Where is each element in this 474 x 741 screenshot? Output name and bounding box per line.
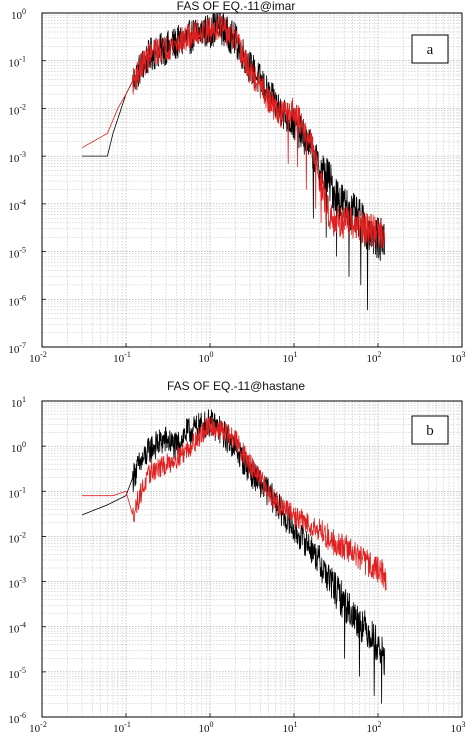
y-tick-label: 10-5 xyxy=(8,246,26,261)
chart-title-b: FAS OF EQ.-11@hastane xyxy=(167,379,305,393)
chart-panel-b: FAS OF EQ.-11@hastane 10-2 10-1 100 101 102 1… xyxy=(8,379,465,735)
x-tick-exponent: -1 xyxy=(124,350,131,359)
y-tick-label: 10-5 xyxy=(8,666,26,681)
panel-tag-b: b xyxy=(426,423,434,439)
y-tick-exponent: -4 xyxy=(19,621,26,630)
y-tick-label: 10-3 xyxy=(8,150,26,165)
series-layer-a xyxy=(81,12,386,311)
y-tick-exponent: -5 xyxy=(19,666,26,675)
series-layer-b xyxy=(81,409,387,704)
x-tick-label: 102 xyxy=(367,350,382,365)
x-tick-exponent: 1 xyxy=(294,720,298,729)
x-tick-label: 10-2 xyxy=(29,720,47,735)
plot-frame-a xyxy=(41,12,463,348)
x-tick-label: 10-1 xyxy=(113,350,131,365)
y-tick-label: 10-7 xyxy=(8,341,26,356)
y-tick-label: 10-3 xyxy=(8,576,26,591)
y-tick-label: 10-6 xyxy=(8,711,26,726)
y-tick-label: 10-4 xyxy=(8,198,26,213)
y-tick-exponent: 0 xyxy=(22,7,26,16)
grid-a xyxy=(41,13,462,348)
x-tick-label: 101 xyxy=(283,350,298,365)
y-tick-exponent: -6 xyxy=(19,711,26,720)
y-tick-label: 101 xyxy=(11,395,26,410)
x-tick-label: 10-2 xyxy=(29,350,47,365)
x-tick-exponent: 3 xyxy=(462,350,466,359)
x-tick-exponent: 3 xyxy=(462,720,466,729)
y-tick-exponent: -1 xyxy=(19,55,26,64)
y-tick-exponent: 1 xyxy=(22,395,26,404)
x-tick-exponent: 2 xyxy=(378,720,382,729)
y-tick-exponent: -3 xyxy=(19,576,26,585)
panel-tag-a: a xyxy=(427,42,434,58)
x-tick-label: 100 xyxy=(199,350,214,365)
x-tick-label: 103 xyxy=(451,350,466,365)
y-tick-label: 100 xyxy=(11,7,26,22)
y-tick-label: 10-2 xyxy=(8,530,26,545)
x-tick-label: 101 xyxy=(283,720,298,735)
y-tick-label: 10-6 xyxy=(8,293,26,308)
y-tick-exponent: -2 xyxy=(19,102,26,111)
y-tick-exponent: -3 xyxy=(19,150,26,159)
x-tick-label: 102 xyxy=(367,720,382,735)
x-tick-exponent: -1 xyxy=(124,720,131,729)
x-tick-label: 10-1 xyxy=(113,720,131,735)
y-tick-label: 10-2 xyxy=(8,102,26,117)
y-tick-label: 100 xyxy=(11,440,26,455)
plot-frame-b xyxy=(41,400,463,718)
y-tick-label: 10-4 xyxy=(8,621,26,636)
y-tick-exponent: -1 xyxy=(19,485,26,494)
series-line-red xyxy=(81,13,386,249)
x-tick-label: 100 xyxy=(199,720,214,735)
x-tick-exponent: 0 xyxy=(210,350,214,359)
grid-b xyxy=(41,401,462,718)
x-tick-exponent: 0 xyxy=(210,720,214,729)
x-tick-label: 103 xyxy=(451,720,466,735)
series-line-black xyxy=(82,12,386,311)
y-tick-exponent: -5 xyxy=(19,246,26,255)
y-tick-exponent: -2 xyxy=(19,530,26,539)
series-line-black xyxy=(81,409,386,704)
series-line-red xyxy=(82,416,387,591)
x-tick-exponent: 1 xyxy=(294,350,298,359)
y-tick-exponent: 0 xyxy=(22,440,26,449)
y-tick-exponent: -7 xyxy=(19,341,26,350)
chart-panel-a: FAS OF EQ.-11@imar 10-2 10-1 100 101 102 1031… xyxy=(8,0,465,365)
panel-tag-box-a: a xyxy=(411,34,449,64)
panel-tag-box-b: b xyxy=(411,415,449,445)
x-tick-exponent: -2 xyxy=(40,350,47,359)
y-tick-exponent: -6 xyxy=(19,293,26,302)
y-tick-exponent: -4 xyxy=(19,198,26,207)
chart-title-a: FAS OF EQ.-11@imar xyxy=(177,0,296,13)
x-tick-exponent: 2 xyxy=(378,350,382,359)
y-tick-label: 10-1 xyxy=(8,485,26,500)
x-tick-exponent: -2 xyxy=(40,720,47,729)
y-tick-label: 10-1 xyxy=(8,55,26,70)
